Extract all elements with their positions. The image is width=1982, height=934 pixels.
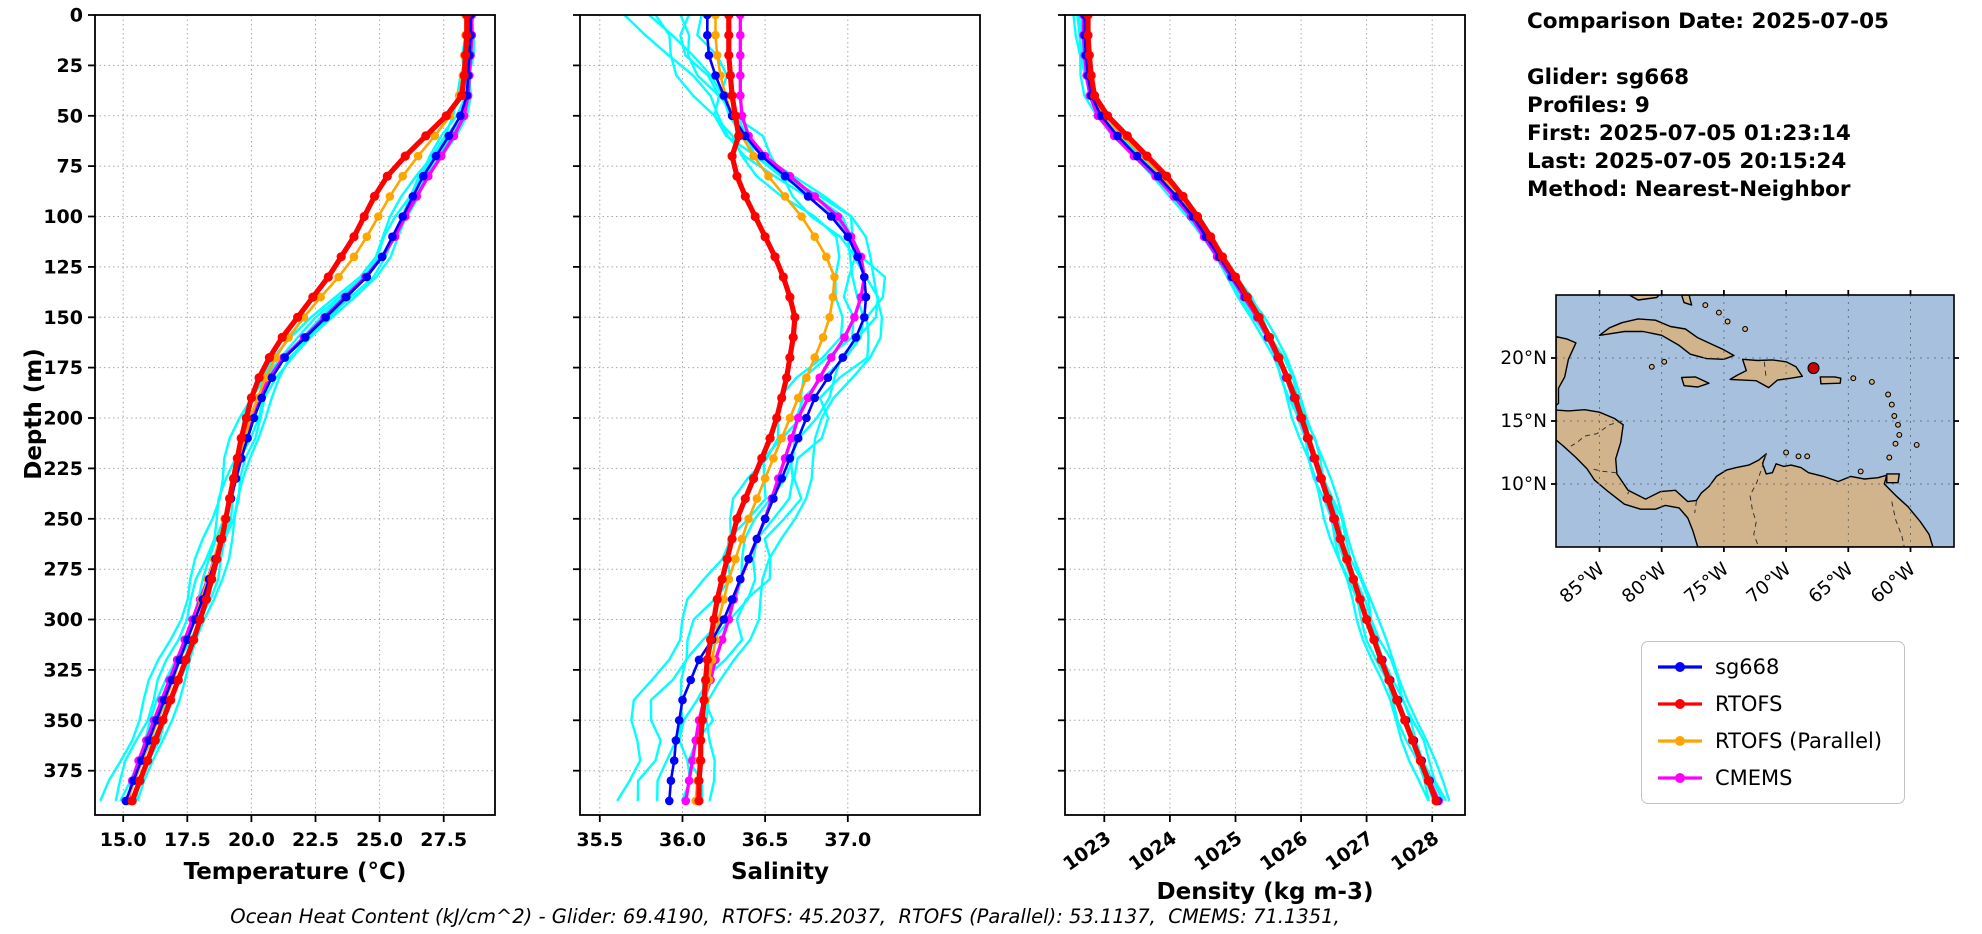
axis-ticks-and-labels: 15.0 17.5 20.0 22.5 25.0 27.5 0 25 50 75 100 125 150… bbox=[43, 5, 467, 852]
first-profile-time-text: First: 2025-07-05 01:23:14 bbox=[1527, 121, 1851, 146]
legend-item-cmems: CMEMS bbox=[1656, 766, 1882, 790]
comparison-date-text: Comparison Date: 2025-07-05 bbox=[1527, 9, 1890, 34]
legend-label: RTOFS bbox=[1715, 692, 1783, 716]
svg-text:375: 375 bbox=[43, 760, 83, 782]
density-profile-plot: 1023 1024 1025 1026 1027 1028 Density (kg m-3) bbox=[1058, 14, 1466, 905]
legend: sg668 RTOFS RTOFS (Parallel) CMEMS bbox=[1641, 641, 1906, 804]
gridlines bbox=[580, 14, 980, 815]
series-sg668 bbox=[665, 15, 871, 806]
glider-location-marker bbox=[1807, 362, 1820, 375]
legend-line-sample bbox=[1658, 662, 1702, 672]
svg-text:125: 125 bbox=[43, 256, 83, 278]
density-xlabel: Density (kg m-3) bbox=[1157, 879, 1374, 905]
svg-text:15.0: 15.0 bbox=[100, 829, 147, 851]
svg-text:350: 350 bbox=[43, 710, 83, 732]
svg-text:80°W: 80°W bbox=[1618, 559, 1671, 608]
series-rtofs bbox=[127, 15, 472, 806]
last-profile-time-text: Last: 2025-07-05 20:15:24 bbox=[1527, 149, 1847, 174]
svg-text:75: 75 bbox=[57, 156, 83, 178]
profiles-count-text: Profiles: 9 bbox=[1527, 93, 1650, 118]
location-map: 85°W 80°W 75°W 70°W 65°W 60°W 10°N 15°N 20°N bbox=[1500, 290, 1959, 608]
legend-label: CMEMS bbox=[1715, 766, 1793, 790]
svg-text:17.5: 17.5 bbox=[164, 829, 211, 851]
temperature-xlabel: Temperature (°C) bbox=[184, 859, 407, 885]
svg-text:37.0: 37.0 bbox=[824, 829, 871, 851]
svg-text:1028: 1028 bbox=[1387, 827, 1443, 875]
temperature-profile-plot: 15.0 17.5 20.0 22.5 25.0 27.5 0 25 50 75 100 125 150… bbox=[43, 5, 496, 885]
svg-text:50: 50 bbox=[57, 105, 83, 127]
svg-text:0: 0 bbox=[70, 5, 83, 27]
svg-text:1023: 1023 bbox=[1059, 827, 1115, 875]
svg-text:275: 275 bbox=[43, 559, 83, 581]
svg-text:65°W: 65°W bbox=[1805, 559, 1858, 608]
svg-text:60°W: 60°W bbox=[1867, 559, 1920, 608]
svg-text:300: 300 bbox=[43, 609, 83, 631]
svg-text:20.0: 20.0 bbox=[228, 829, 275, 851]
legend-line-sample bbox=[1658, 773, 1702, 783]
info-panel: Comparison Date: 2025-07-05 Glider: sg66… bbox=[1527, 8, 1889, 204]
salinity-xlabel: Salinity bbox=[731, 859, 829, 885]
svg-text:1024: 1024 bbox=[1125, 827, 1181, 875]
svg-text:15°N: 15°N bbox=[1500, 411, 1547, 432]
svg-text:200: 200 bbox=[43, 408, 83, 430]
svg-text:175: 175 bbox=[43, 357, 83, 379]
legend-label: sg668 bbox=[1715, 655, 1780, 679]
svg-text:36.5: 36.5 bbox=[742, 829, 789, 851]
legend-line-sample bbox=[1658, 736, 1702, 746]
legend-item-rtofs: RTOFS bbox=[1656, 692, 1882, 716]
svg-text:1026: 1026 bbox=[1256, 827, 1312, 875]
svg-text:100: 100 bbox=[43, 206, 83, 228]
legend-label: RTOFS (Parallel) bbox=[1715, 729, 1883, 753]
legend-item-rtofs-parallel-: RTOFS (Parallel) bbox=[1656, 729, 1882, 753]
svg-text:1025: 1025 bbox=[1190, 827, 1246, 875]
salinity-profile-plot: 35.5 36.0 36.5 37.0 Salinity bbox=[573, 14, 981, 885]
svg-text:70°W: 70°W bbox=[1743, 559, 1796, 608]
svg-text:20°N: 20°N bbox=[1500, 348, 1547, 369]
svg-text:36.0: 36.0 bbox=[659, 829, 706, 851]
legend-line-sample bbox=[1658, 699, 1702, 709]
svg-text:85°W: 85°W bbox=[1556, 559, 1609, 608]
glider-name-text: Glider: sg668 bbox=[1527, 65, 1690, 90]
axis-ticks-and-labels: 35.5 36.0 36.5 37.0 bbox=[573, 14, 871, 851]
method-text: Method: Nearest-Neighbor bbox=[1527, 177, 1851, 202]
svg-text:25: 25 bbox=[57, 55, 83, 77]
svg-text:250: 250 bbox=[43, 508, 83, 530]
series-rtofs bbox=[694, 15, 800, 806]
land bbox=[1556, 295, 1934, 547]
svg-text:35.5: 35.5 bbox=[576, 829, 623, 851]
info-spacer bbox=[1527, 36, 1889, 64]
graticule bbox=[1556, 295, 1954, 547]
svg-text:75°W: 75°W bbox=[1680, 559, 1733, 608]
country-borders bbox=[1570, 361, 1905, 547]
svg-text:25.0: 25.0 bbox=[356, 829, 403, 851]
legend-item-sg668: sg668 bbox=[1656, 655, 1882, 679]
svg-text:1027: 1027 bbox=[1322, 827, 1378, 875]
svg-text:325: 325 bbox=[43, 659, 83, 681]
ohc-caption: Ocean Heat Content (kJ/cm^2) - Glider: 6… bbox=[230, 905, 1340, 928]
svg-text:150: 150 bbox=[43, 307, 83, 329]
svg-text:27.5: 27.5 bbox=[420, 829, 467, 851]
svg-text:22.5: 22.5 bbox=[292, 829, 339, 851]
series-rtofs bbox=[1083, 15, 1441, 806]
svg-text:225: 225 bbox=[43, 458, 83, 480]
svg-text:10°N: 10°N bbox=[1500, 474, 1547, 495]
